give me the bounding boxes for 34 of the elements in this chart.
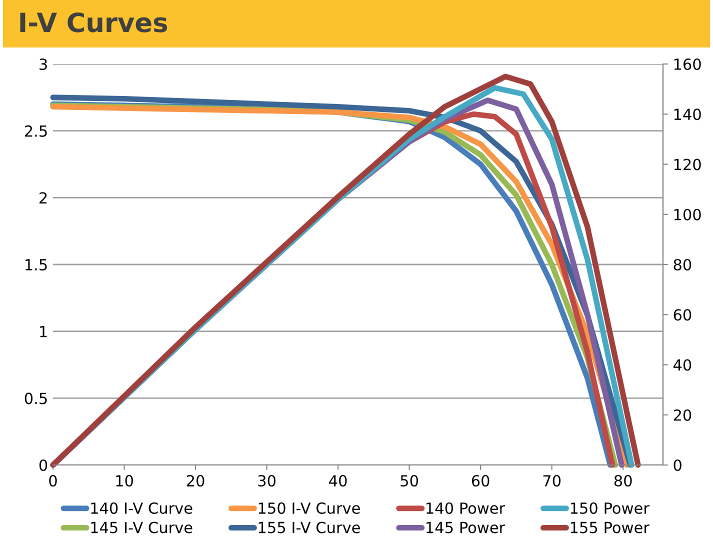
- y2-tick-label: 120: [674, 158, 701, 170]
- x-tick-label: 10: [116, 474, 133, 487]
- y2-tick-label: 140: [674, 108, 701, 120]
- y2-tick-label: 0: [674, 459, 682, 472]
- y-tick-label: 2: [40, 192, 47, 204]
- x-tick-label: 80: [614, 474, 632, 487]
- y-tick-label: 0.5: [24, 392, 47, 404]
- x-tick-label: 60: [472, 474, 490, 487]
- legend-label: 145 Power: [426, 522, 506, 534]
- legend-label: 140 I-V Curve: [91, 502, 192, 514]
- legend-label: 140 Power: [426, 502, 506, 514]
- legend-label: 155 I-V Curve: [258, 522, 360, 534]
- legend-label: 155 Power: [570, 522, 650, 534]
- x-tick-label: 40: [329, 474, 347, 487]
- x-tick-label: 30: [258, 474, 276, 487]
- legend-label: 150 Power: [570, 502, 650, 514]
- y2-tick-label: 40: [673, 359, 692, 371]
- x-tick-label: 20: [186, 474, 204, 487]
- y2-tick-label: 20: [674, 409, 692, 421]
- y-tick-label: 0: [39, 459, 48, 472]
- y2-tick-label: 80: [674, 258, 692, 271]
- y2-tick-label: 100: [674, 208, 701, 220]
- chart-title: I-V Curves: [20, 12, 168, 32]
- x-tick-label: 50: [400, 474, 418, 487]
- x-tick-label: 0: [49, 474, 57, 487]
- legend-label: 145 I-V Curve: [91, 522, 192, 534]
- y-tick-label: 2.5: [24, 125, 47, 137]
- y-tick-label: 3: [40, 58, 47, 70]
- y-tick-label: 1: [40, 326, 47, 338]
- legend-label: 150 I-V Curve: [258, 502, 360, 514]
- x-tick-label: 70: [543, 474, 561, 487]
- y2-tick-label: 60: [674, 309, 692, 321]
- y-tick-label: 1.5: [26, 259, 47, 271]
- y2-tick-label: 160: [674, 58, 701, 70]
